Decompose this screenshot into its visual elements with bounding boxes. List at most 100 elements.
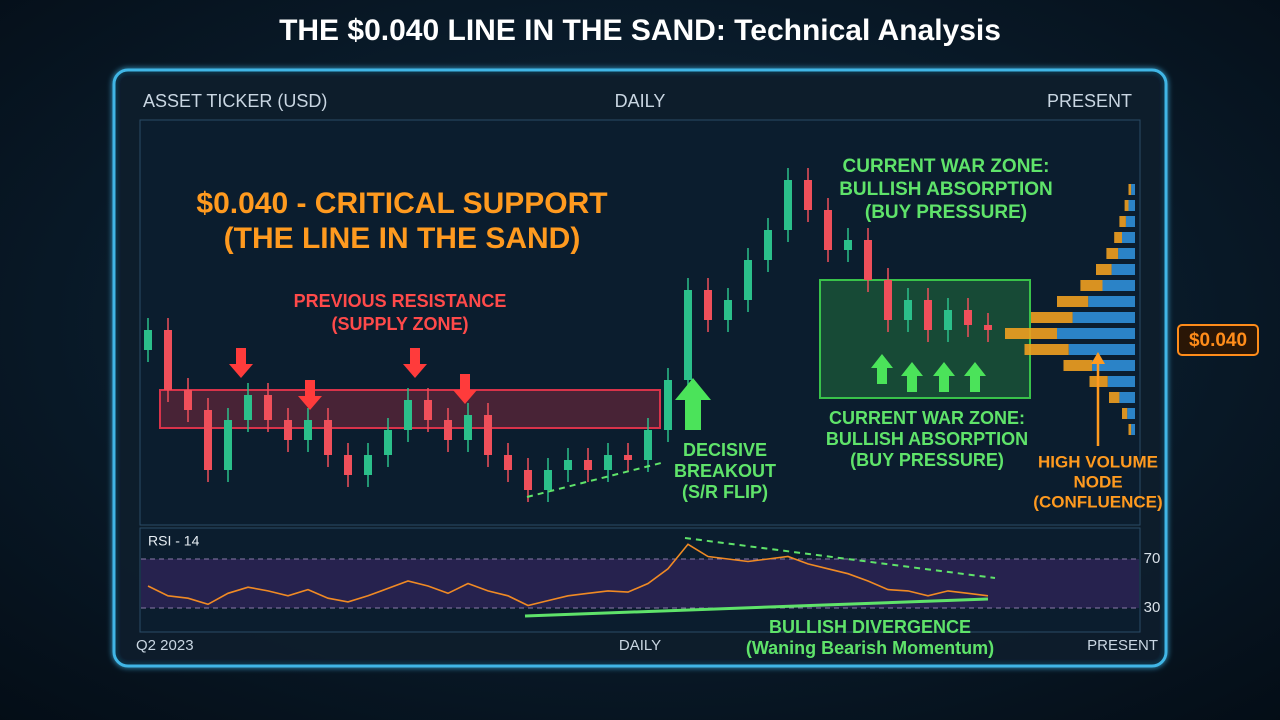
candle-body <box>244 395 252 420</box>
candle-body <box>764 230 772 260</box>
candle-body <box>944 310 952 330</box>
volume-bar <box>1119 216 1126 227</box>
candle-body <box>684 290 692 380</box>
candle-body <box>564 460 572 470</box>
candle-body <box>464 415 472 440</box>
candle-body <box>964 310 972 325</box>
candle-body <box>484 415 492 455</box>
price-panel <box>139 119 1141 526</box>
candle-body <box>284 420 292 440</box>
volume-bar <box>1106 248 1119 259</box>
candle-body <box>364 455 372 475</box>
volume-bar <box>1092 360 1135 371</box>
volume-bar <box>1057 328 1135 339</box>
annotation: BREAKOUT <box>674 461 776 481</box>
candle-body <box>264 395 272 420</box>
volume-bar <box>1128 200 1135 211</box>
annotation: (SUPPLY ZONE) <box>331 314 468 334</box>
volume-bar <box>1131 184 1135 195</box>
candle-body <box>604 455 612 470</box>
candle-body <box>504 455 512 470</box>
annotation: CURRENT WAR ZONE: <box>829 408 1025 428</box>
candle-body <box>904 300 912 320</box>
rsi-panel <box>139 527 1141 633</box>
volume-bar <box>1128 184 1132 195</box>
candle-body <box>824 210 832 250</box>
annotation-shapes <box>229 348 1105 618</box>
annotation: CURRENT WAR ZONE: <box>843 156 1050 177</box>
candle-body <box>204 410 212 470</box>
annotation: (BUY PRESSURE) <box>865 202 1027 223</box>
candle-body <box>544 470 552 490</box>
candle-body <box>704 290 712 320</box>
candle-body <box>724 300 732 320</box>
header-label: ASSET TICKER (USD) <box>143 91 327 111</box>
volume-bar <box>1005 328 1057 339</box>
volume-bar <box>1109 392 1120 403</box>
candle-body <box>784 180 792 230</box>
header-label: DAILY <box>615 91 666 111</box>
candle-body <box>424 400 432 420</box>
footer-label: DAILY <box>619 637 661 654</box>
green-arrows <box>675 354 986 430</box>
candle-body <box>804 180 812 210</box>
volume-bar <box>1118 248 1135 259</box>
annotation: (THE LINE IN THE SAND) <box>224 222 581 255</box>
y-tick-label: 70 <box>1144 550 1161 567</box>
volume-bar <box>1072 312 1135 323</box>
volume-bar <box>1057 296 1089 307</box>
volume-bar <box>1107 376 1135 387</box>
rsi-band <box>141 559 1139 608</box>
volume-bar <box>1122 232 1135 243</box>
candle-body <box>584 460 592 470</box>
candle-body <box>184 390 192 410</box>
trend-line <box>526 461 666 498</box>
candle-body <box>884 280 892 320</box>
volume-bar <box>1068 344 1135 355</box>
candle-body <box>404 400 412 430</box>
candle-body <box>624 455 632 460</box>
annotation: DECISIVE <box>683 440 767 460</box>
candle-body <box>984 325 992 330</box>
volume-bar <box>1031 312 1073 323</box>
volume-bar <box>1119 392 1135 403</box>
rsi-trend-line <box>684 537 996 579</box>
candle-body <box>524 470 532 490</box>
candle-body <box>304 420 312 440</box>
candle-body <box>224 420 232 470</box>
candle-body <box>744 260 752 300</box>
volume-bar <box>1128 424 1132 435</box>
annotation: BULLISH ABSORPTION <box>826 429 1028 449</box>
volume-bar <box>1063 360 1093 371</box>
annotation: $0.040 - CRITICAL SUPPORT <box>196 187 607 220</box>
candle-body <box>644 430 652 460</box>
y-tick-label: 30 <box>1144 599 1161 616</box>
annotation: (Waning Bearish Momentum) <box>746 638 994 658</box>
annotation: (CONFLUENCE) <box>1033 492 1162 511</box>
red-arrows <box>229 348 477 410</box>
volume-bar <box>1111 264 1135 275</box>
volume-bar <box>1127 408 1135 419</box>
rsi-trend-line <box>524 597 989 618</box>
volume-bar <box>1102 280 1135 291</box>
volume-bar <box>1125 216 1135 227</box>
candle-body <box>344 455 352 475</box>
candle-body <box>664 380 672 430</box>
candle-body <box>164 330 172 390</box>
candle-body <box>864 240 872 280</box>
footer-label: PRESENT <box>1087 637 1158 654</box>
volume-bar <box>1131 424 1135 435</box>
candle-body <box>444 420 452 440</box>
volume-bar <box>1080 280 1103 291</box>
support-label-box <box>1177 324 1259 356</box>
rsi-title: RSI - 14 <box>148 533 200 549</box>
candle-body <box>324 420 332 455</box>
volume-bar <box>1122 408 1128 419</box>
annotation: HIGH VOLUME <box>1038 452 1158 471</box>
volume-bar <box>1096 264 1112 275</box>
annotation: (S/R FLIP) <box>682 482 768 502</box>
annotation: BULLISH ABSORPTION <box>839 179 1053 200</box>
title: THE $0.040 LINE IN THE SAND: Technical A… <box>279 14 1001 47</box>
volume-bar <box>1124 200 1129 211</box>
